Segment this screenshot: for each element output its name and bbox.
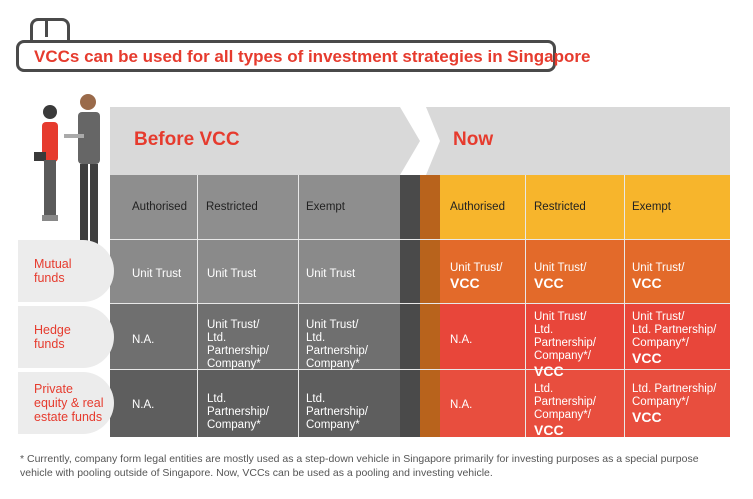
before-row-mutual <box>110 239 400 303</box>
before-cell: N.A. <box>132 334 155 346</box>
before-col-exempt: Exempt <box>306 201 345 213</box>
now-cell-text: N.A. <box>450 334 473 346</box>
grid-line <box>197 175 198 437</box>
now-cell-text: Unit Trust/ Ltd. Partnership/ Company*/ <box>534 311 597 362</box>
now-heading: Now <box>453 129 494 150</box>
now-cell-text: Unit Trust/ <box>632 262 685 274</box>
before-cell: N.A. <box>132 399 155 411</box>
before-connector <box>400 175 420 437</box>
now-cell-text: N.A. <box>450 399 473 411</box>
now-cell: N.A. <box>442 328 526 353</box>
page-title: VCCs can be used for all types of invest… <box>34 47 591 66</box>
now-cell-text: Ltd. Partnership/ Company*/ <box>534 383 597 421</box>
row-label-hedge-funds: Hedge funds <box>18 306 114 368</box>
before-cell: Ltd. Partnership/ Company* <box>207 393 270 431</box>
before-cell: Unit Trust <box>132 268 182 280</box>
before-col-authorised: Authorised <box>132 201 187 213</box>
vcc-label: VCC <box>632 350 662 366</box>
now-cell-text: Unit Trust/ Ltd. Partnership/ Company*/ <box>632 311 717 349</box>
now-cell-text: Unit Trust/ <box>450 262 503 274</box>
now-cell: Unit Trust/VCC <box>624 256 730 297</box>
before-column-header-row <box>110 175 400 239</box>
row-label-mutual-funds: Mutual funds <box>18 240 114 302</box>
before-row-private <box>110 369 400 437</box>
row-label-text: Hedge funds <box>34 323 71 351</box>
before-cell: Ltd. Partnership/ Company* <box>306 393 369 431</box>
now-col-restricted: Restricted <box>534 201 586 213</box>
vcc-label: VCC <box>534 363 564 379</box>
before-heading: Before VCC <box>134 129 240 150</box>
now-cell-text: Ltd. Partnership/ Company*/ <box>632 383 717 408</box>
grid-line <box>624 175 625 437</box>
row-label-text: Private equity & real estate funds <box>34 382 104 424</box>
row-label-text: Mutual funds <box>34 257 72 285</box>
grid-line <box>525 175 526 437</box>
grid-line <box>110 303 730 304</box>
grid-line <box>110 369 730 370</box>
now-col-exempt: Exempt <box>632 201 671 213</box>
people-illustration <box>34 94 100 244</box>
before-row-hedge <box>110 303 400 369</box>
vcc-label: VCC <box>534 422 564 438</box>
title-banner <box>16 40 556 72</box>
row-label-private-equity: Private equity & real estate funds <box>18 372 114 434</box>
footnote: * Currently, company form legal entities… <box>20 453 699 479</box>
vcc-label: VCC <box>632 409 662 425</box>
vcc-label: VCC <box>632 275 662 291</box>
now-row-private <box>440 369 730 437</box>
now-cell: Unit Trust/ Ltd. Partnership/ Company*/V… <box>624 305 730 372</box>
now-cell: Ltd. Partnership/ Company*/VCC <box>526 377 626 444</box>
before-cell: Unit Trust <box>306 268 356 280</box>
now-col-authorised: Authorised <box>450 201 505 213</box>
before-col-restricted: Restricted <box>206 201 258 213</box>
grid-line <box>298 175 299 437</box>
now-cell: Unit Trust/VCC <box>526 256 626 297</box>
now-cell-text: Unit Trust/ <box>534 262 587 274</box>
now-cell: N.A. <box>442 393 526 418</box>
vcc-label: VCC <box>450 275 480 291</box>
vcc-label: VCC <box>534 275 564 291</box>
before-cell: Unit Trust/ Ltd. Partnership/ Company* <box>207 319 270 370</box>
now-column-header-row <box>440 175 730 239</box>
now-cell: Unit Trust/ Ltd. Partnership/ Company*/V… <box>526 305 626 385</box>
now-cell: Unit Trust/VCC <box>442 256 526 297</box>
before-cell: Unit Trust <box>207 268 257 280</box>
now-connector <box>420 175 440 437</box>
grid-line <box>110 239 730 240</box>
now-row-mutual <box>440 239 730 303</box>
now-row-hedge <box>440 303 730 369</box>
scroll-decoration <box>30 18 70 40</box>
now-cell: Ltd. Partnership/ Company*/VCC <box>624 377 730 431</box>
before-cell: Unit Trust/ Ltd. Partnership/ Company* <box>306 319 369 370</box>
